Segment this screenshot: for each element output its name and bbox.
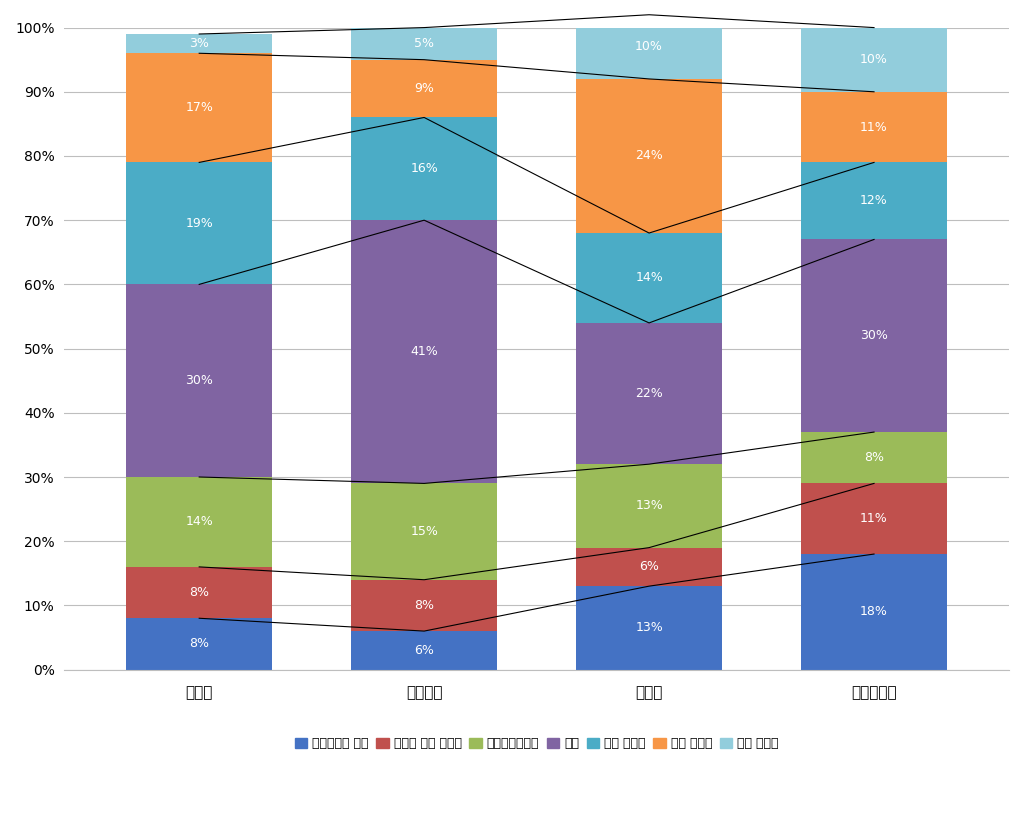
Text: 8%: 8% (864, 451, 884, 464)
Text: 8%: 8% (189, 637, 209, 650)
Text: 13%: 13% (635, 622, 663, 634)
Text: 15%: 15% (411, 525, 438, 538)
Bar (575, 547, 722, 586)
Bar (126, 618, 272, 670)
Text: 3%: 3% (189, 37, 209, 50)
Bar (801, 239, 947, 432)
Text: 10%: 10% (635, 40, 663, 53)
Text: 8%: 8% (189, 586, 209, 599)
Text: 5%: 5% (414, 37, 434, 50)
Bar (575, 15, 722, 79)
Bar (126, 53, 272, 163)
Bar (801, 28, 947, 92)
Text: 17%: 17% (185, 101, 213, 114)
Text: 13%: 13% (635, 499, 663, 512)
Bar (575, 323, 722, 464)
Bar (126, 284, 272, 477)
Legend: 전혀그렇지 않다, 그렇지 않은 편이다, 약간그렇지않다, 보통, 약간 그렇다, 그런 편이다, 매우 그렇다: 전혀그렇지 않다, 그렇지 않은 편이다, 약간그렇지않다, 보통, 약간 그렇… (291, 734, 782, 754)
Bar (351, 484, 498, 580)
Bar (801, 163, 947, 239)
Text: 18%: 18% (860, 605, 888, 618)
Text: 14%: 14% (185, 516, 213, 529)
Bar (801, 92, 947, 163)
Bar (575, 586, 722, 670)
Text: 24%: 24% (635, 150, 663, 163)
Text: 9%: 9% (414, 82, 434, 95)
Text: 14%: 14% (635, 271, 663, 284)
Text: 8%: 8% (414, 599, 434, 612)
Bar (351, 221, 498, 484)
Bar (351, 60, 498, 118)
Bar (351, 118, 498, 221)
Text: 19%: 19% (185, 217, 213, 230)
Bar (126, 163, 272, 284)
Text: 16%: 16% (411, 163, 438, 176)
Text: 6%: 6% (639, 560, 659, 574)
Bar (801, 554, 947, 670)
Text: 12%: 12% (860, 194, 888, 208)
Bar (126, 34, 272, 53)
Text: 10%: 10% (860, 53, 888, 66)
Bar (126, 477, 272, 567)
Text: 41%: 41% (411, 346, 438, 359)
Text: 30%: 30% (860, 329, 888, 342)
Text: 6%: 6% (414, 644, 434, 657)
Text: 11%: 11% (860, 121, 888, 134)
Bar (801, 432, 947, 484)
Bar (126, 567, 272, 618)
Text: 11%: 11% (860, 512, 888, 525)
Text: 22%: 22% (635, 387, 663, 400)
Bar (351, 580, 498, 631)
Bar (801, 484, 947, 554)
Bar (575, 79, 722, 233)
Bar (351, 631, 498, 670)
Bar (575, 233, 722, 323)
Bar (575, 464, 722, 547)
Text: 30%: 30% (185, 374, 213, 387)
Bar (351, 28, 498, 60)
